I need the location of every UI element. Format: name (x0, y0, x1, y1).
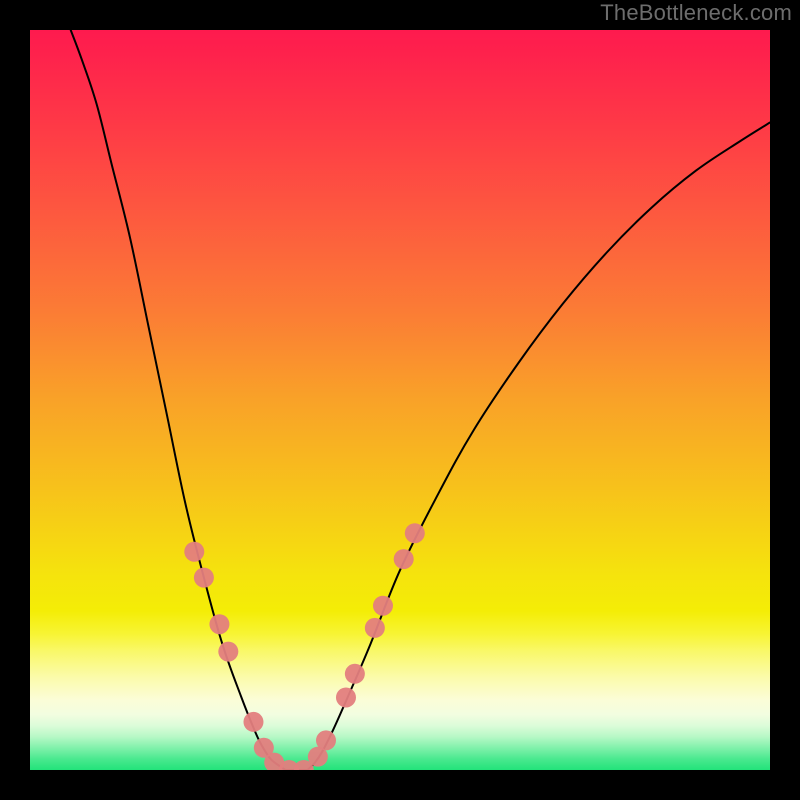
marker-dot (345, 664, 365, 684)
marker-dot (316, 730, 336, 750)
marker-dot (365, 618, 385, 638)
marker-dot (194, 568, 214, 588)
marker-dot (405, 523, 425, 543)
marker-dot (184, 542, 204, 562)
marker-dot (394, 549, 414, 569)
watermark-text: TheBottleneck.com (600, 0, 792, 26)
marker-dot (209, 614, 229, 634)
marker-dot (218, 642, 238, 662)
marker-dot (243, 712, 263, 732)
plot-svg (30, 30, 770, 770)
plot-area (30, 30, 770, 770)
gradient-background (30, 30, 770, 770)
marker-dot (373, 596, 393, 616)
marker-dot (336, 687, 356, 707)
chart-frame: TheBottleneck.com (0, 0, 800, 800)
